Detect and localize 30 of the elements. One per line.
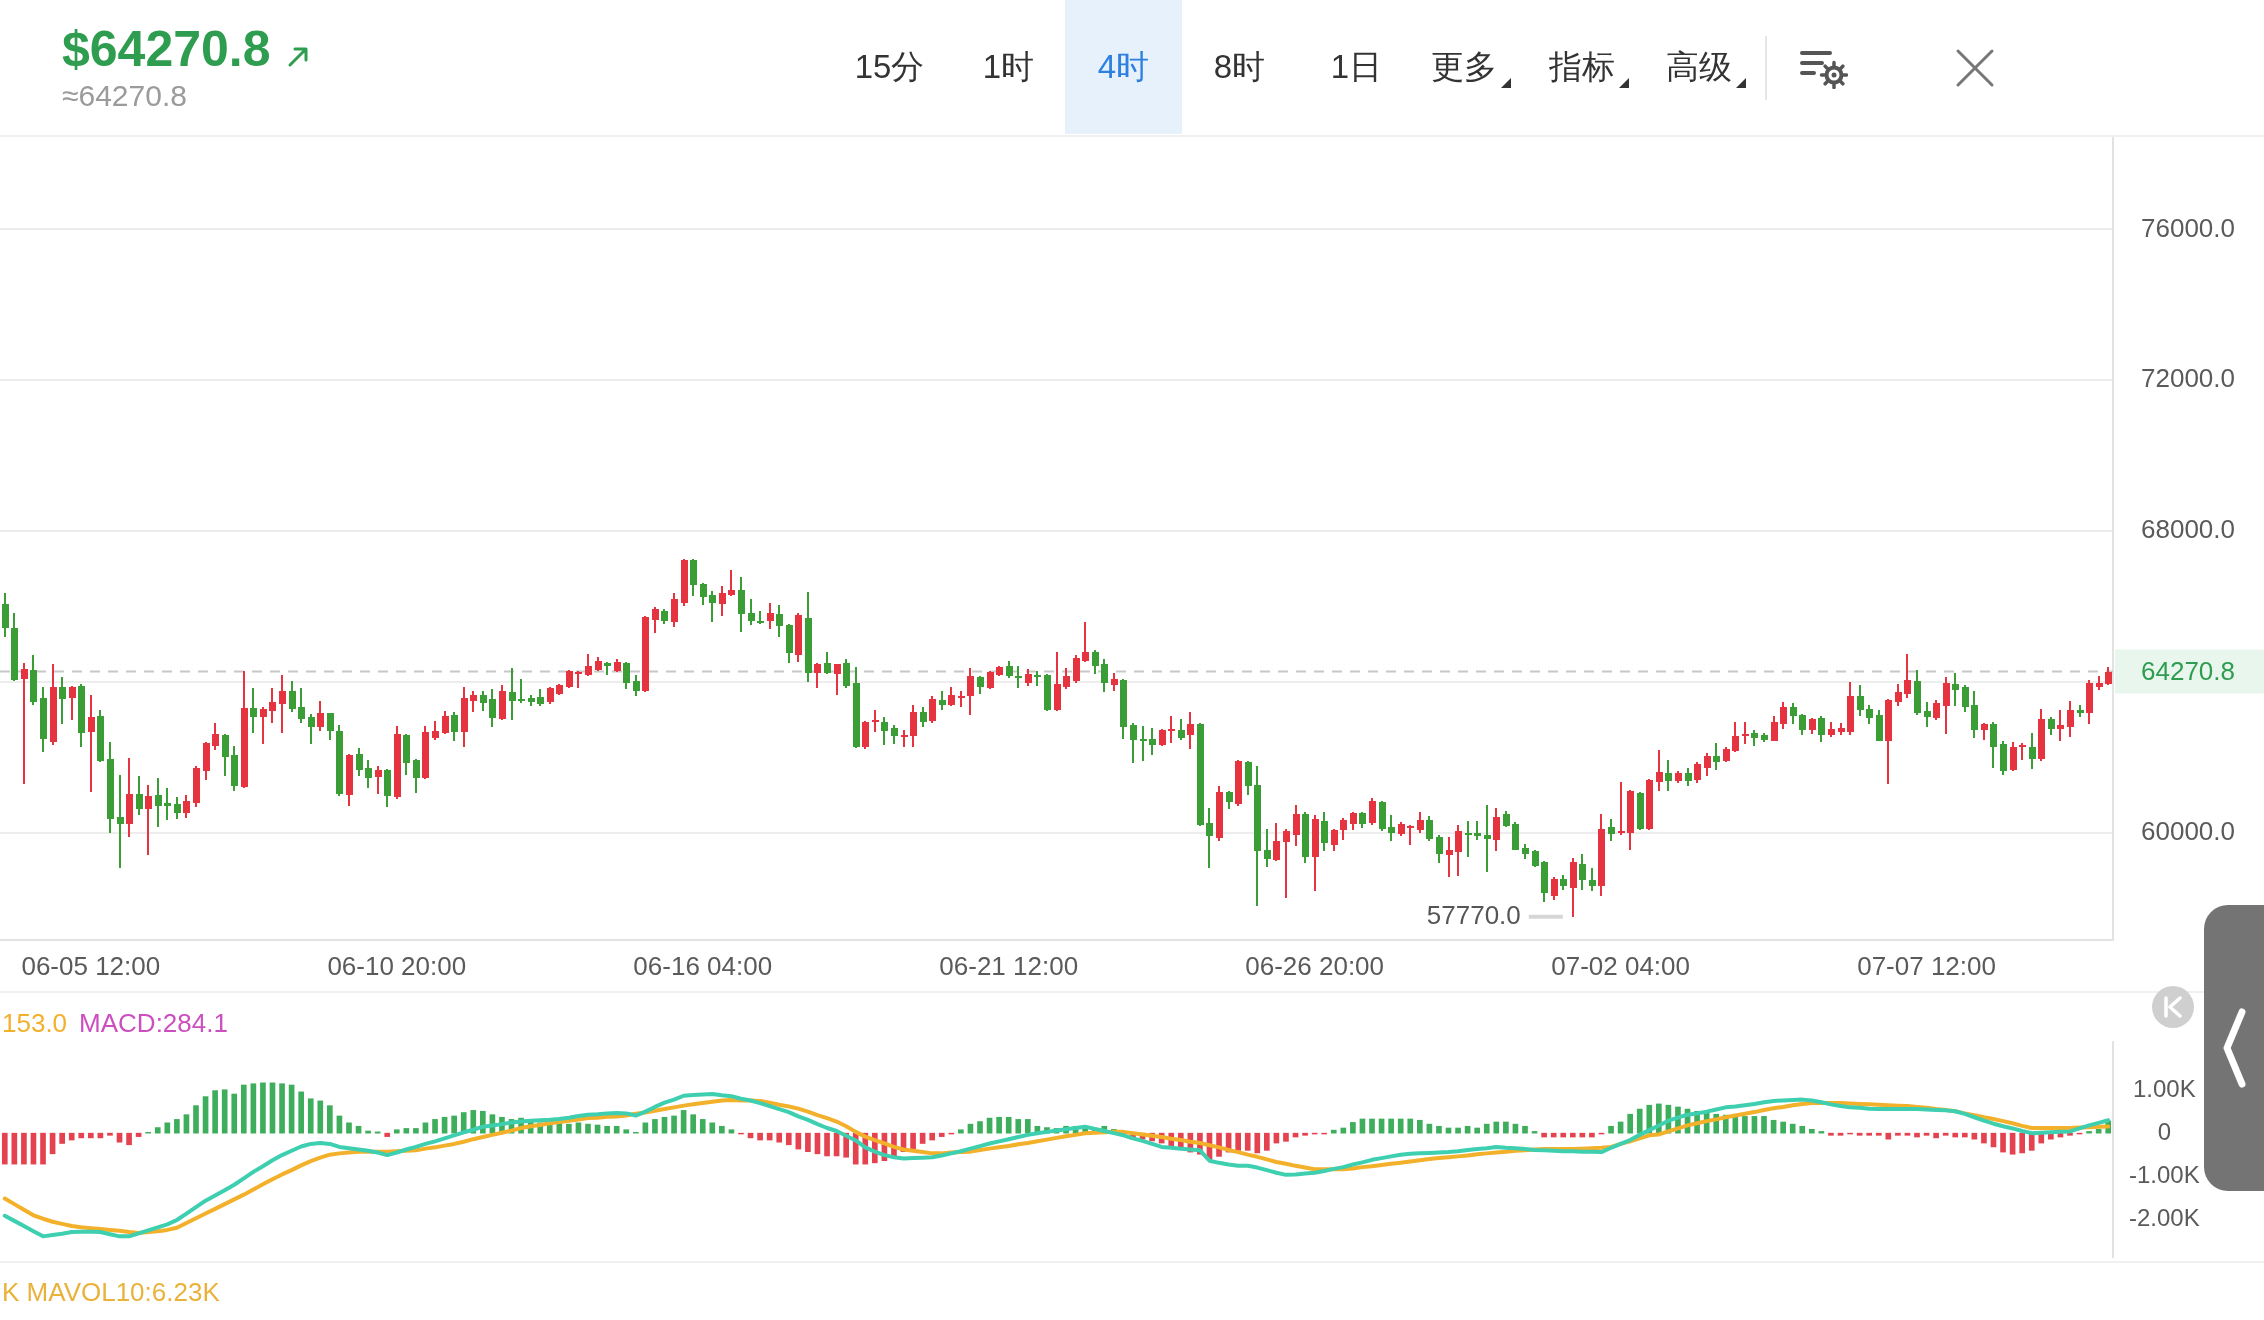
y-tick-label: 0 (2157, 1117, 2172, 1145)
y-tick-label: 1.00K (2133, 1074, 2196, 1102)
text: MACD:284.1 (79, 1007, 228, 1039)
text: 1时 (982, 47, 1035, 85)
text: 更多 (1430, 47, 1497, 85)
x-tick-label: 06-26 20:00 (1245, 950, 1385, 981)
y-tick-label: 60000.0 (2141, 815, 2235, 846)
x-tick-label: 07-07 12:00 (1857, 950, 1996, 981)
y-tick-label: -1.00K (2129, 1160, 2200, 1188)
y-tick-label: 72000.0 (2141, 363, 2235, 394)
x-tick-label: 06-05 12:00 (21, 950, 161, 981)
text: K MAVOL10:6.23K (2, 1276, 220, 1308)
text: 1日 (1330, 47, 1383, 85)
chart-title: $64270.8 (62, 20, 271, 78)
ref-line-label: 64270.8 (2141, 655, 2235, 686)
text: 指标 (1548, 47, 1615, 85)
y-tick-label: 68000.0 (2141, 514, 2235, 545)
x-tick-label: 06-10 20:00 (327, 950, 467, 981)
text: 15分 (854, 47, 925, 85)
x-tick-label: 06-21 12:00 (939, 950, 1079, 981)
chart-subtitle: ≈64270.8 (62, 78, 187, 114)
text: 153.0 (2, 1007, 68, 1039)
x-tick-label: 07-02 04:00 (1551, 950, 1690, 981)
selected-tab: 4时 (1065, 0, 1182, 134)
y-tick-label: -2.00K (2129, 1203, 2200, 1231)
y-tick-label: 76000.0 (2141, 212, 2235, 243)
x-tick-label: 06-16 04:00 (633, 950, 773, 981)
text: 高级 (1665, 47, 1732, 85)
text: 8时 (1213, 47, 1266, 85)
annotation: 57770.0 (1426, 899, 1521, 930)
